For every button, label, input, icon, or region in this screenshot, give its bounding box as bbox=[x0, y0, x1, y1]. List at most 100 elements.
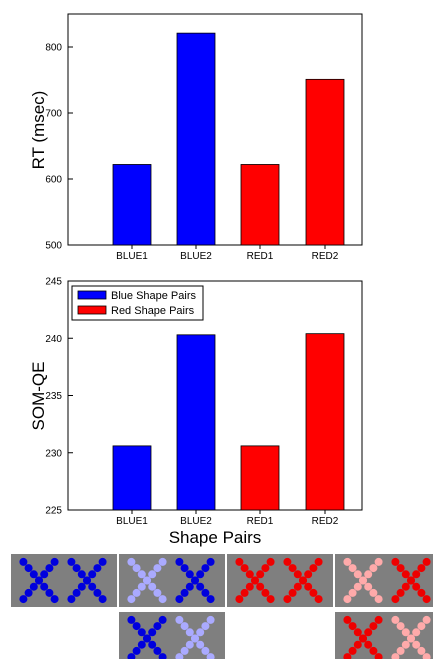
rt-x-tick-label: RED1 bbox=[247, 251, 274, 262]
rt-bar-blue2 bbox=[176, 32, 216, 246]
x-shape-blue bbox=[67, 557, 107, 604]
shape-dot bbox=[50, 595, 59, 604]
x-shape-blue bbox=[19, 557, 59, 604]
rt-bar-blue1 bbox=[112, 164, 152, 246]
shape-dot bbox=[369, 622, 378, 631]
shape-dot bbox=[148, 582, 157, 591]
shape-dot bbox=[185, 582, 194, 591]
shape-dot bbox=[50, 557, 59, 566]
shape-dot bbox=[191, 634, 199, 643]
shape-dot bbox=[369, 588, 378, 597]
stimulus-panel-red2-top bbox=[335, 554, 433, 607]
somqe-x-axis-ticks: BLUE1 BLUE2 RED1 RED2 bbox=[116, 510, 339, 527]
shape-dot bbox=[401, 582, 410, 591]
shape-dot bbox=[245, 582, 254, 591]
shape-dot bbox=[196, 570, 205, 579]
shape-dot bbox=[422, 595, 431, 604]
rt-bar-red2 bbox=[305, 78, 345, 246]
shape-dot bbox=[132, 564, 141, 573]
x-shape-light-red bbox=[391, 615, 431, 659]
shape-dot bbox=[412, 582, 421, 591]
shape-dot bbox=[24, 588, 33, 597]
somqe-bar-red2 bbox=[305, 333, 345, 511]
shape-dot bbox=[364, 582, 373, 591]
shape-dot bbox=[396, 564, 405, 573]
shape-dot bbox=[88, 570, 97, 579]
shape-dot bbox=[417, 622, 426, 631]
rt-y-tick-label: 500 bbox=[45, 241, 62, 252]
shape-dot bbox=[401, 640, 410, 649]
shape-dot bbox=[391, 615, 400, 624]
rt-bar-red1 bbox=[240, 164, 280, 246]
x-shape-red bbox=[235, 557, 275, 604]
shape-dot bbox=[288, 588, 297, 597]
shape-dot bbox=[148, 628, 157, 637]
x-shape-light-blue bbox=[127, 557, 167, 604]
x-shape-red bbox=[343, 615, 383, 659]
x-shape-blue bbox=[175, 557, 215, 604]
shape-dot bbox=[201, 622, 210, 631]
rt-x-tick-label: BLUE1 bbox=[116, 251, 148, 262]
shape-dot bbox=[407, 576, 415, 585]
somqe-y-tick-label: 240 bbox=[45, 334, 62, 345]
shape-dot bbox=[304, 570, 313, 579]
shape-dot bbox=[314, 557, 323, 566]
somqe-y-tick-label: 225 bbox=[45, 506, 62, 517]
x-shape-blue bbox=[127, 615, 167, 659]
rt-y-tick-label: 700 bbox=[45, 109, 62, 120]
shape-dot bbox=[191, 576, 199, 585]
shape-dot bbox=[196, 640, 205, 649]
somqe-bars bbox=[112, 333, 345, 511]
shape-dot bbox=[369, 646, 378, 655]
somqe-x-tick-label: BLUE1 bbox=[116, 516, 148, 527]
shape-dot bbox=[206, 653, 215, 659]
legend: Blue Shape Pairs Red Shape Pairs bbox=[71, 285, 204, 321]
legend-swatch-red bbox=[77, 305, 107, 315]
shape-dot bbox=[401, 628, 410, 637]
shape-dot bbox=[293, 570, 302, 579]
stimulus-panel-blue2-bottom bbox=[119, 612, 225, 659]
stimulus-pairs bbox=[11, 554, 433, 659]
shape-dot bbox=[88, 582, 97, 591]
shape-dot bbox=[153, 646, 162, 655]
shape-dot bbox=[206, 615, 215, 624]
shape-dot bbox=[374, 653, 383, 659]
somqe-bar-blue2 bbox=[176, 334, 216, 511]
shape-dot bbox=[206, 595, 215, 604]
shape-dot bbox=[412, 640, 421, 649]
shape-dot bbox=[401, 570, 410, 579]
shape-dot bbox=[137, 628, 146, 637]
legend-label-blue: Blue Shape Pairs bbox=[111, 290, 196, 302]
stimulus-panel-red2-bottom bbox=[335, 612, 433, 659]
shape-dot bbox=[391, 557, 400, 566]
shape-dot bbox=[364, 628, 373, 637]
shape-dot bbox=[256, 582, 265, 591]
shape-dot bbox=[180, 564, 189, 573]
shape-dot bbox=[391, 653, 400, 659]
shape-dot bbox=[201, 588, 210, 597]
shape-dot bbox=[343, 595, 352, 604]
shape-dot bbox=[185, 570, 194, 579]
x-shape-light-blue bbox=[175, 615, 215, 659]
shape-dot bbox=[77, 570, 86, 579]
shape-dot bbox=[137, 582, 146, 591]
shape-dot bbox=[77, 582, 86, 591]
shape-dot bbox=[40, 582, 49, 591]
shape-dot bbox=[266, 595, 275, 604]
shape-dot bbox=[185, 628, 194, 637]
x-shape-red bbox=[283, 557, 323, 604]
shape-dot bbox=[353, 628, 362, 637]
shape-dot bbox=[240, 588, 249, 597]
somqe-bar-red1 bbox=[240, 445, 280, 511]
shape-dot bbox=[422, 615, 431, 624]
shape-dot bbox=[158, 615, 167, 624]
shape-dot bbox=[153, 564, 162, 573]
shape-dot bbox=[137, 640, 146, 649]
shape-dot bbox=[93, 588, 102, 597]
shape-dot bbox=[359, 634, 367, 643]
shape-dot bbox=[374, 615, 383, 624]
shape-dot bbox=[235, 557, 244, 566]
shape-dot bbox=[343, 653, 352, 659]
shape-dot bbox=[251, 576, 259, 585]
somqe-y-axis-label: SOM-QE bbox=[29, 362, 48, 431]
